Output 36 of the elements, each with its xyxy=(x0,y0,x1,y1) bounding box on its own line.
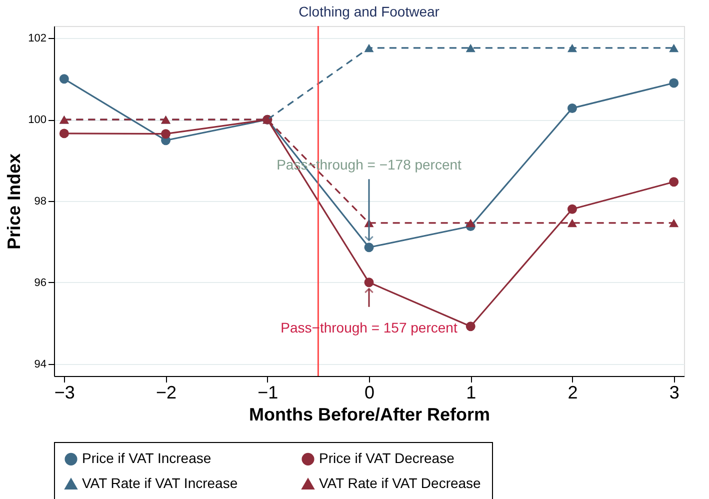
point xyxy=(466,44,476,52)
point xyxy=(161,129,171,139)
y-tick-label: 100 xyxy=(28,114,46,126)
point xyxy=(567,103,577,113)
chart-title: Clothing and Footwear xyxy=(298,3,440,20)
x-tick-label: −3 xyxy=(54,382,75,402)
point xyxy=(59,74,69,84)
point xyxy=(669,78,679,88)
x-tick-label: −2 xyxy=(156,382,177,402)
point xyxy=(59,128,69,138)
point xyxy=(364,44,374,52)
point xyxy=(669,177,679,187)
x-axis-title: Months Before/After Reform xyxy=(248,404,490,424)
y-tick-label: 98 xyxy=(34,196,46,208)
x-tick-label: 0 xyxy=(364,382,375,402)
point xyxy=(669,44,679,52)
point xyxy=(364,242,374,252)
x-tick-label: 3 xyxy=(669,382,680,402)
point xyxy=(669,218,679,228)
x-tick-label: −1 xyxy=(258,382,278,402)
point xyxy=(364,278,374,288)
legend-label: VAT Rate if VAT Decrease xyxy=(319,475,482,491)
legend-label: Price if VAT Decrease xyxy=(319,450,455,466)
y-axis-title: Price Index xyxy=(4,153,24,250)
y-tick-label: 94 xyxy=(34,358,46,370)
point xyxy=(466,322,476,332)
point xyxy=(567,218,577,228)
legend-label: VAT Rate if VAT Increase xyxy=(82,475,238,491)
x-tick-label: 1 xyxy=(466,382,476,402)
x-tick-label: 2 xyxy=(568,382,578,402)
point xyxy=(466,218,476,228)
point xyxy=(567,204,577,214)
point xyxy=(567,44,577,52)
y-tick-label: 96 xyxy=(34,276,46,289)
legend-label: Price if VAT Increase xyxy=(82,450,212,466)
y-tick-label: 102 xyxy=(28,32,46,45)
